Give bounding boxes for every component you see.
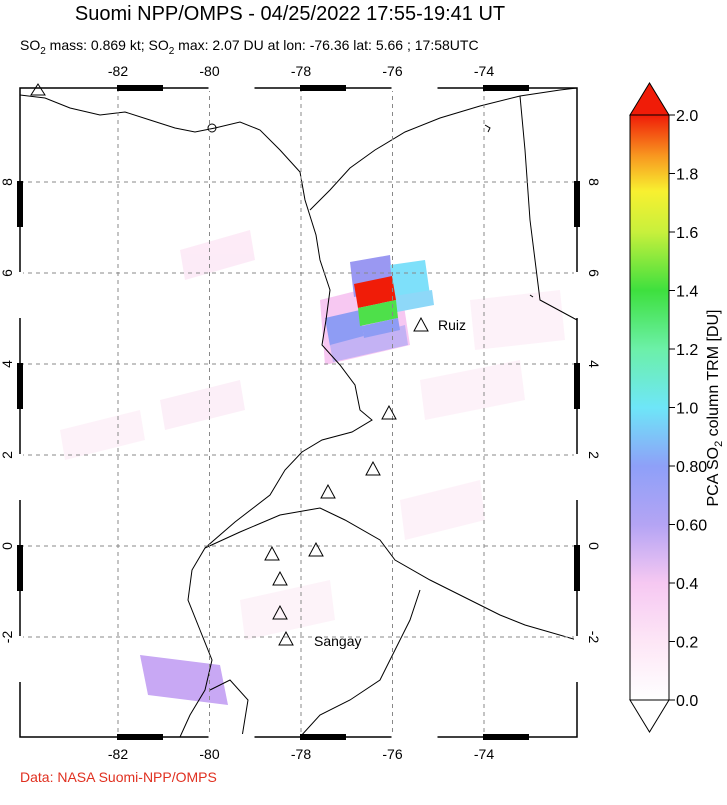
tick-bar xyxy=(208,734,255,740)
colorbar-label-part: PCA SO xyxy=(705,447,722,507)
lon-label: -82 xyxy=(108,63,128,79)
title: Suomi NPP/OMPS - 04/25/2022 17:55-19:41 … xyxy=(75,3,505,25)
lon-label: -76 xyxy=(382,746,402,762)
colorbar-tick-label: 0.0 xyxy=(676,693,698,710)
subtitle-part: mass: 0.869 kt; SO xyxy=(46,37,169,53)
so2-background xyxy=(60,230,565,640)
tick-bar xyxy=(574,363,580,409)
subtitle-part: SO xyxy=(20,37,40,53)
tick-bar xyxy=(483,734,529,740)
tick-bar xyxy=(391,85,438,91)
lat-label: -2 xyxy=(0,631,15,644)
lon-label: -74 xyxy=(474,746,494,762)
lat-label: 0 xyxy=(0,542,15,550)
tick-bar xyxy=(391,734,438,740)
footer: Data: NASA Suomi-NPP/OMPS xyxy=(20,769,217,785)
colorbar xyxy=(629,114,670,701)
lon-label: -78 xyxy=(291,63,311,79)
lon-label: -74 xyxy=(474,63,494,79)
lon-label: -80 xyxy=(199,746,219,762)
colorbar-tick-label: 1.0 xyxy=(676,401,698,418)
colorbar-label-part: column TRM [DU] xyxy=(705,310,722,441)
grid xyxy=(20,88,577,737)
colorbar-tick-label: 0.80 xyxy=(676,459,707,476)
volcano-label: Ruiz xyxy=(438,317,466,333)
colorbar-over xyxy=(629,82,670,116)
colorbar-tick-label: 2.0 xyxy=(676,108,698,125)
tick-bar xyxy=(17,636,23,682)
tick-bar xyxy=(17,454,23,500)
tick-bar xyxy=(300,734,346,740)
colorbar-tick-label: 1.6 xyxy=(676,225,698,242)
lat-label: -2 xyxy=(586,631,602,644)
subtitle: SO2 mass: 0.869 kt; SO2 max: 2.07 DU at … xyxy=(20,37,479,57)
subtitle-sub: 2 xyxy=(169,46,175,57)
colorbar-tick-label: 1.2 xyxy=(676,342,698,359)
tick-bar xyxy=(117,85,163,91)
tick-bar xyxy=(17,363,23,409)
colorbar-tick-label: 1.4 xyxy=(676,284,698,301)
volcano-label: Sangay xyxy=(314,633,361,649)
colorbar-ticks: 2.0 1.8 1.6 1.4 1.2 1.0 0.80 0.60 0.4 0.2 0.0 xyxy=(669,108,707,710)
lat-label: 0 xyxy=(586,542,602,550)
lon-label: -82 xyxy=(108,746,128,762)
colorbar-tick-label: 0.2 xyxy=(676,635,698,652)
colorbar-label: PCA SO2 column TRM [DU] xyxy=(705,310,725,507)
lat-label: 8 xyxy=(586,178,602,186)
tick-bar xyxy=(574,636,580,682)
colorbar-label-sub: 2 xyxy=(713,441,725,447)
lat-label: 6 xyxy=(586,269,602,277)
frame-ticks: -82 -82 -80 -80 -78 -78 -76 -76 -74 -74 8 8 6 6 4 4 2 2 0 0… xyxy=(0,63,602,762)
lat-label: 4 xyxy=(586,360,602,368)
tick-bar xyxy=(208,85,255,91)
lat-label: 6 xyxy=(0,269,15,277)
lon-label: -76 xyxy=(382,63,402,79)
coastlines xyxy=(20,88,577,737)
colorbar-under xyxy=(629,699,670,733)
subtitle-sub: 2 xyxy=(40,46,46,57)
tick-bar xyxy=(574,454,580,500)
tick-bar xyxy=(574,545,580,591)
lon-label: -78 xyxy=(291,746,311,762)
tick-bar xyxy=(17,272,23,318)
colorbar-tick-label: 1.8 xyxy=(676,167,698,184)
tick-bar xyxy=(300,85,346,91)
subtitle-part: max: 2.07 DU at lon: -76.36 lat: 5.66 ; … xyxy=(174,37,478,53)
map-area xyxy=(20,88,577,737)
tick-bar xyxy=(574,272,580,318)
tick-bar xyxy=(17,181,23,227)
lat-label: 8 xyxy=(0,178,15,186)
map-frame xyxy=(19,87,578,738)
colorbar-tick-label: 0.4 xyxy=(676,576,698,593)
so2-plume xyxy=(140,255,434,705)
tick-bar xyxy=(17,545,23,591)
tick-bar xyxy=(483,85,529,91)
colorbar-tick-label: 0.60 xyxy=(676,518,707,535)
lat-label: 2 xyxy=(586,451,602,459)
tick-bar xyxy=(117,734,163,740)
tick-bar xyxy=(574,181,580,227)
lat-label: 4 xyxy=(0,360,15,368)
lat-label: 2 xyxy=(0,451,15,459)
volcano-markers xyxy=(30,83,429,646)
lon-label: -80 xyxy=(199,63,219,79)
